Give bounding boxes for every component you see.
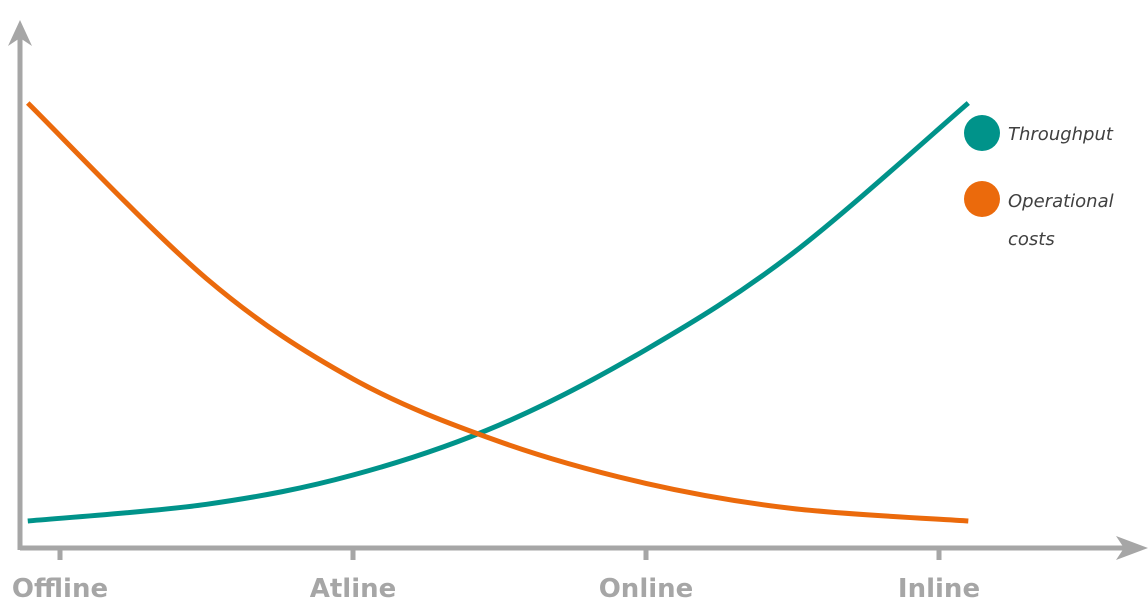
legend-label: costs (1008, 229, 1055, 250)
x-tick-label: Inline (898, 574, 980, 603)
legend: Throughput Operational costs (964, 115, 1114, 250)
series-line-operational-costs (26, 101, 969, 524)
series-line-throughput (27, 101, 970, 524)
legend-label: Operational (1008, 191, 1114, 212)
x-tick-label: Online (599, 574, 694, 603)
x-axis-arrowhead (1116, 536, 1148, 560)
y-axis-arrowhead (8, 20, 32, 46)
legend-marker (964, 181, 1000, 217)
legend-marker (964, 115, 1000, 151)
series-layer (26, 101, 970, 524)
x-tick-label: Atline (310, 574, 397, 603)
axes (8, 20, 1148, 560)
x-tick-label: Offline (12, 574, 108, 603)
x-axis-ticks: Offline Atline Online Inline (12, 548, 980, 603)
legend-label: Throughput (1008, 124, 1114, 145)
